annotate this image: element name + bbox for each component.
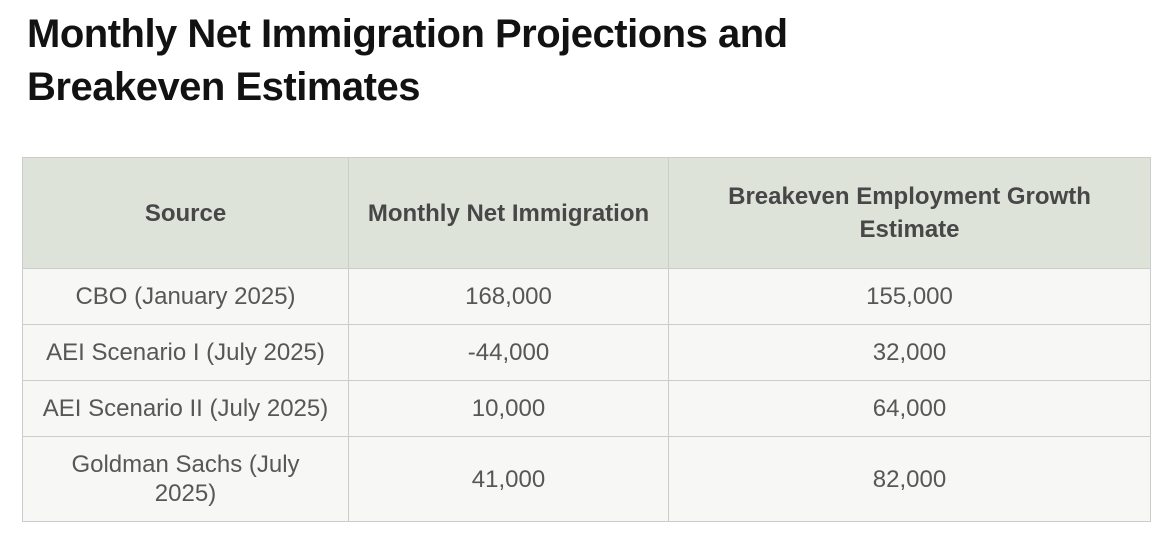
cell-source: AEI Scenario I (July 2025) [22,324,349,381]
cell-breakeven-estimate: 155,000 [668,268,1151,325]
table-body: CBO (January 2025) 168,000 155,000 AEI S… [22,268,1151,522]
cell-breakeven-estimate: 64,000 [668,380,1151,437]
table-row: CBO (January 2025) 168,000 155,000 [22,268,1151,325]
projections-table: Source Monthly Net Immigration Breakeven… [22,157,1151,522]
cell-breakeven-estimate: 32,000 [668,324,1151,381]
table-row: AEI Scenario II (July 2025) 10,000 64,00… [22,380,1151,437]
cell-source: Goldman Sachs (July 2025) [22,436,349,522]
header-row: Source Monthly Net Immigration Breakeven… [22,157,1151,269]
page-title: Monthly Net Immigration Projections and … [27,12,788,109]
header-cell-breakeven-estimate: Breakeven Employment Growth Estimate [668,157,1151,269]
table-row: Goldman Sachs (July 2025) 41,000 82,000 [22,436,1151,522]
cell-source: AEI Scenario II (July 2025) [22,380,349,437]
table-row: AEI Scenario I (July 2025) -44,000 32,00… [22,324,1151,381]
table-header: Source Monthly Net Immigration Breakeven… [22,157,1151,269]
cell-monthly-net-immigration: 10,000 [348,380,669,437]
cell-monthly-net-immigration: 41,000 [348,436,669,522]
cell-monthly-net-immigration: -44,000 [348,324,669,381]
cell-source: CBO (January 2025) [22,268,349,325]
cell-breakeven-estimate: 82,000 [668,436,1151,522]
header-cell-monthly-net-immigration: Monthly Net Immigration [348,157,669,269]
header-cell-source: Source [22,157,349,269]
cell-monthly-net-immigration: 168,000 [348,268,669,325]
